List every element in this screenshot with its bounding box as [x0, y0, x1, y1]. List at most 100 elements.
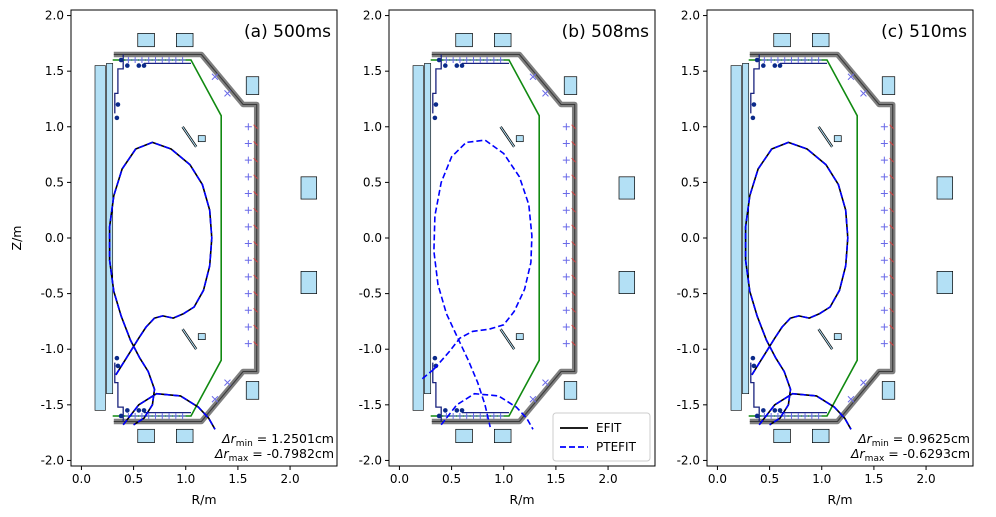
legend-label: EFIT	[596, 421, 622, 435]
magnetic-probe-marker	[463, 412, 470, 419]
pf-coil	[300, 176, 318, 200]
pf-coil	[300, 271, 318, 294]
flux-loop-marker	[571, 341, 576, 347]
sensor-dot	[433, 102, 439, 107]
flux-loop-marker	[889, 241, 894, 246]
y-tick-label: -1.0	[41, 342, 64, 356]
magnetic-probe-marker	[562, 340, 570, 348]
y-tick-label: -2.0	[359, 453, 382, 467]
inner-limiter-bottom	[750, 362, 760, 422]
flux-loop-marker	[253, 124, 258, 130]
magnetic-probe-marker	[880, 256, 888, 264]
flux-loop-marker	[571, 141, 576, 146]
efit-boundary	[744, 141, 849, 426]
x-tick-label: 1.5	[546, 472, 565, 486]
sensor-dot	[751, 363, 757, 369]
vacuum-vessel	[431, 51, 578, 425]
magnetic-probe-marker	[497, 57, 504, 64]
passive-plate-upper-fill	[818, 126, 833, 148]
magnetic-probe-marker	[211, 73, 219, 81]
x-tick-label: 0.0	[72, 472, 91, 486]
magnetic-probe-marker	[880, 123, 888, 131]
sensor-dot	[750, 355, 756, 361]
magnetic-probe-marker	[145, 57, 152, 64]
magnetic-probe-marker	[244, 123, 252, 131]
sensor-dot	[125, 63, 130, 68]
flux-loop-marker	[571, 257, 576, 263]
pf-coil	[618, 271, 636, 294]
magnetic-probe-marker	[880, 340, 888, 348]
vacuum-vessel	[749, 51, 896, 425]
x-tick-label: 1.0	[812, 472, 831, 486]
magnetic-probe-marker	[795, 57, 802, 64]
flux-loop-marker	[889, 257, 894, 263]
pf-coil	[881, 381, 896, 400]
pf-coil	[773, 428, 791, 443]
magnetic-probe-marker	[880, 306, 888, 314]
ptefit-boundary	[433, 139, 533, 428]
pf-coil	[936, 176, 954, 200]
magnetic-probe-marker	[125, 57, 132, 64]
magnetic-probe-marker	[562, 240, 570, 248]
magnetic-probe-marker	[542, 90, 549, 97]
magnetic-probe-marker	[880, 156, 888, 164]
x-tick-label: 0.5	[760, 472, 779, 486]
y-tick-label: -1.5	[359, 398, 382, 412]
magnetic-probe-marker	[443, 57, 450, 64]
magnetic-probe-marker	[159, 412, 166, 419]
pf-coil	[245, 381, 260, 400]
flux-loop-marker	[889, 291, 894, 296]
x-tick-label: 1.5	[864, 472, 883, 486]
flux-loop-marker	[571, 224, 576, 230]
magnetic-probe-marker	[880, 240, 888, 248]
sensor-dot	[754, 413, 760, 419]
magnetic-probe-marker	[152, 412, 159, 419]
sensor-dot	[761, 63, 766, 68]
y-tick-label: -2.0	[41, 453, 64, 467]
flux-loop-marker	[253, 341, 258, 347]
y-tick-label: 2.0	[363, 9, 382, 23]
x-tick-label: 1.0	[176, 472, 195, 486]
y-tick-label: -1.0	[359, 342, 382, 356]
magnetic-probe-marker	[802, 57, 809, 64]
magnetic-probe-marker	[815, 412, 822, 419]
panels: 0.0 0.5 1.0 1.5 2.0 -2.0 -1.5 -1.0 -0.5 0.0 0.5 1.0…	[9, 9, 974, 507]
x-tick-label: 0.5	[442, 472, 461, 486]
ptefit-leg-inner	[419, 368, 435, 382]
magnetic-probe-marker	[880, 323, 888, 331]
sensor-dot	[443, 63, 448, 68]
flux-loop-marker	[889, 307, 894, 313]
flux-loop-marker	[571, 157, 576, 163]
y-tick-label: -1.0	[677, 342, 700, 356]
flux-loop-marker	[253, 307, 258, 313]
legend-box	[552, 412, 651, 462]
vacuum-vessel-inner-line	[749, 53, 894, 423]
sensor-dot	[115, 102, 121, 107]
magnetic-probe-marker	[244, 273, 252, 281]
inner-limiter-bottom	[432, 362, 442, 422]
magnetic-probe-marker	[244, 223, 252, 231]
x-axis-label: R/m	[509, 492, 534, 507]
y-tick-label: 1.5	[363, 64, 382, 78]
magnetic-probe-marker	[880, 173, 888, 181]
magnetic-probe-marker	[450, 57, 457, 64]
flux-loop-marker	[571, 291, 576, 296]
magnetic-probe-marker	[244, 206, 252, 214]
pf-coil	[245, 76, 260, 95]
flux-loop-marker	[571, 191, 576, 196]
central-solenoid-coil	[424, 63, 432, 395]
y-tick-label: 0.0	[45, 231, 64, 245]
magnetic-probe-marker	[562, 256, 570, 264]
magnetic-probe-marker	[788, 57, 795, 64]
panel-3: 0.0 0.5 1.0 1.5 2.0 -2.0 -1.5 -1.0 -0.5 0.0 0.5 1.0…	[677, 9, 974, 507]
magnetic-probe-marker	[781, 412, 788, 419]
magnetic-probe-marker	[484, 57, 491, 64]
flux-loop-marker	[571, 124, 576, 130]
y-tick-label: 1.0	[45, 120, 64, 134]
magnetic-probe-marker	[880, 273, 888, 281]
magnetic-probe-marker	[179, 412, 186, 419]
sensor-dot	[141, 408, 147, 413]
flux-loop-marker	[253, 241, 258, 246]
y-axis-label: Z/m	[9, 226, 24, 251]
